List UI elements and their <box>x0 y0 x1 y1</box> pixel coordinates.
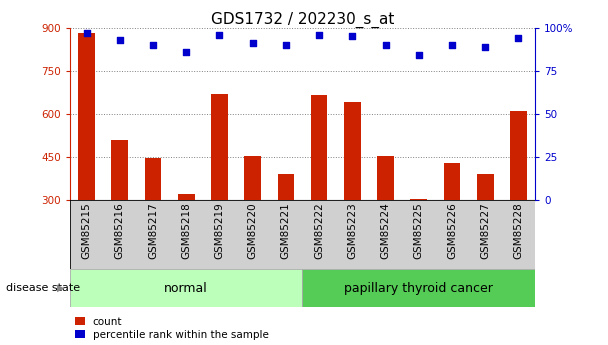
Bar <box>477 174 494 200</box>
Legend: count, percentile rank within the sample: count, percentile rank within the sample <box>75 317 269 340</box>
Text: GSM85216: GSM85216 <box>115 202 125 259</box>
Point <box>215 32 224 37</box>
Point <box>81 30 91 36</box>
Text: GSM85215: GSM85215 <box>81 202 92 259</box>
Bar <box>377 156 394 200</box>
Point <box>480 44 490 49</box>
Bar <box>78 33 95 200</box>
Bar <box>178 194 195 200</box>
Point <box>347 33 357 39</box>
Bar <box>244 156 261 200</box>
Point <box>514 35 523 41</box>
Text: papillary thyroid cancer: papillary thyroid cancer <box>344 282 493 295</box>
Point <box>181 49 191 55</box>
Point <box>414 52 424 58</box>
Bar <box>302 269 535 307</box>
Text: GSM85222: GSM85222 <box>314 202 324 259</box>
Bar <box>111 140 128 200</box>
Text: GSM85219: GSM85219 <box>215 202 224 259</box>
Bar <box>145 158 161 200</box>
Text: GSM85228: GSM85228 <box>513 202 523 259</box>
Bar <box>311 95 327 200</box>
Text: GSM85218: GSM85218 <box>181 202 191 259</box>
Bar <box>70 269 302 307</box>
Text: normal: normal <box>164 282 208 295</box>
Bar <box>510 111 527 200</box>
Point <box>381 42 390 48</box>
Text: GSM85227: GSM85227 <box>480 202 490 259</box>
Text: GSM85223: GSM85223 <box>347 202 358 259</box>
Text: GSM85217: GSM85217 <box>148 202 158 259</box>
Text: disease state: disease state <box>6 283 80 293</box>
Point <box>447 42 457 48</box>
Point <box>148 42 158 48</box>
Bar <box>344 102 361 200</box>
Point <box>314 32 324 37</box>
Bar <box>444 163 460 200</box>
Bar <box>211 94 228 200</box>
Text: GSM85226: GSM85226 <box>447 202 457 259</box>
Bar <box>278 174 294 200</box>
Text: GSM85224: GSM85224 <box>381 202 390 259</box>
Text: GSM85220: GSM85220 <box>247 202 258 259</box>
Bar <box>410 199 427 200</box>
Point <box>115 37 125 42</box>
Text: ▶: ▶ <box>57 283 64 293</box>
Title: GDS1732 / 202230_s_at: GDS1732 / 202230_s_at <box>211 11 394 28</box>
Text: GSM85221: GSM85221 <box>281 202 291 259</box>
Point <box>248 40 258 46</box>
Point <box>281 42 291 48</box>
Text: GSM85225: GSM85225 <box>414 202 424 259</box>
